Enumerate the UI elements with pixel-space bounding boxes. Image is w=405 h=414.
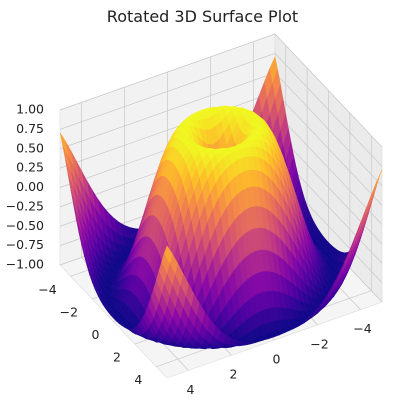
grid-line-z-right xyxy=(274,72,383,186)
z-tick-label: 1.00 xyxy=(16,102,44,117)
grid-line-z-left xyxy=(59,33,276,111)
y-tick-label: 4 xyxy=(134,372,142,387)
x-tick-label: 0 xyxy=(273,352,281,367)
y-tick-label: −4 xyxy=(38,282,56,297)
grid-line-z-right xyxy=(274,33,383,148)
z-tick-label: −0.50 xyxy=(6,218,44,233)
x-tick-label: 2 xyxy=(230,367,238,382)
z-tick-label: −0.25 xyxy=(6,198,44,213)
y-tick-label: 0 xyxy=(92,327,100,342)
chart-title: Rotated 3D Surface Plot xyxy=(106,7,299,26)
x-tick-label: −4 xyxy=(353,321,371,336)
grid-line-z-left xyxy=(59,53,276,130)
tick-labels: 1.00 0.75 0.50 0.25 0.00 −0.25 −0.50 −0.75 −1.00… xyxy=(6,102,372,397)
grid-line-z-right xyxy=(274,91,383,206)
z-tick-label: 0.25 xyxy=(16,160,44,175)
y-tick-label: 2 xyxy=(113,350,121,365)
z-tick-label: 0.50 xyxy=(16,140,44,155)
z-tick-label: −1.00 xyxy=(6,257,44,272)
y-tick-label: −2 xyxy=(60,304,78,319)
x-tick-label: 4 xyxy=(187,382,195,397)
z-tick-label: 0.75 xyxy=(16,121,44,136)
grid-line-z-left xyxy=(59,72,276,150)
z-tick-label: 0.00 xyxy=(16,179,44,194)
x-tick-label: −2 xyxy=(310,336,328,351)
grid-line-z-right xyxy=(274,53,383,167)
grid-line-z-left xyxy=(59,91,276,169)
surface-mesh xyxy=(59,55,383,350)
surface-facet xyxy=(164,245,173,264)
z-tick-label: −0.75 xyxy=(6,237,44,252)
grid-line-z-right xyxy=(274,111,383,225)
